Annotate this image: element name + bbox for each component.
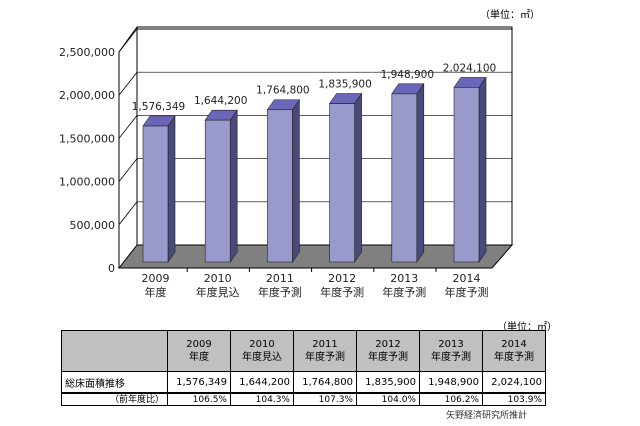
- header-cell: 2010 年度見込: [230, 330, 294, 372]
- x-tick-label: 2013: [390, 272, 418, 285]
- gridline-side: [118, 158, 138, 182]
- x-tick-label: 年度: [145, 285, 167, 299]
- y-tick-label: 0: [108, 262, 115, 275]
- y-tick-label: 2,000,000: [59, 89, 115, 102]
- bar: [329, 103, 355, 263]
- gridline-side: [118, 115, 138, 139]
- header-cell: 2014 年度予測: [482, 330, 546, 372]
- x-tick-label: 年度予測: [320, 285, 364, 299]
- y-tick-label: 1,000,000: [59, 176, 115, 189]
- source-note: 矢野経済研究所推計: [445, 411, 527, 421]
- header-empty-cell: [61, 330, 168, 372]
- bar-side: [478, 76, 487, 263]
- x-tick-label: 2011: [266, 272, 294, 285]
- table-header-row: 2009 年度 2010 年度見込 2011 年度予測 2012 年度予測 2013 年度…: [61, 330, 546, 372]
- x-tick-label: 年度予測: [382, 285, 426, 299]
- gridline-side: [118, 28, 138, 53]
- bar-side: [354, 92, 362, 263]
- table-cell: 2,024,100: [482, 371, 546, 394]
- x-tick-label: 年度見込: [196, 285, 240, 299]
- header-cell: 2012 年度予測: [356, 330, 420, 372]
- back-wall: [136, 26, 513, 246]
- bar-side: [292, 98, 300, 263]
- bar-side: [167, 115, 176, 263]
- bar: [453, 87, 480, 263]
- table-row: （前年度比） 106.5% 104.3% 107.3% 104.0% 106.2…: [61, 392, 546, 406]
- x-tick-label: 年度予測: [258, 285, 302, 299]
- data-label: 1,576,349: [132, 101, 185, 113]
- gridline-side: [118, 201, 138, 226]
- bar-side: [229, 109, 238, 263]
- table-cell: 104.3%: [230, 392, 294, 406]
- table-cell: 1,948,900: [419, 371, 483, 394]
- y-tick-label: 2,500,000: [59, 46, 115, 59]
- y-tick-label: 1,500,000: [59, 132, 115, 145]
- data-label: 1,644,200: [194, 95, 247, 107]
- x-tick-label: 年度予測: [445, 285, 489, 299]
- data-label: 2,024,100: [443, 62, 496, 74]
- table-cell: 104.0%: [356, 392, 420, 406]
- table-cell: 103.9%: [482, 392, 546, 406]
- data-label: 1,764,800: [256, 85, 309, 97]
- table-cell: 106.2%: [419, 392, 483, 406]
- bar: [267, 109, 293, 263]
- data-label: 1,835,900: [318, 79, 371, 91]
- header-cell: 2011 年度予測: [293, 330, 357, 372]
- table-row: 総床面積推移 1,576,349 1,644,200 1,764,800 1,8…: [61, 371, 546, 394]
- x-tick-label: 2010: [204, 272, 232, 285]
- floor: [117, 244, 514, 269]
- table-cell: 107.3%: [293, 392, 357, 406]
- table-unit-label: （単位：㎡）: [497, 322, 557, 333]
- x-tick-label: 2014: [453, 272, 481, 285]
- table-cell: 1,764,800: [293, 371, 357, 394]
- table-cell: 1,576,349: [167, 371, 231, 394]
- data-label: 1,948,900: [381, 69, 434, 81]
- header-cell: 2013 年度予測: [419, 330, 483, 372]
- data-table: 2009 年度 2010 年度見込 2011 年度予測 2012 年度予測 2013 年度…: [61, 330, 546, 406]
- table-cell: 1,644,200: [230, 371, 294, 394]
- x-tick-label: 2012: [328, 272, 356, 285]
- gridline-side: [118, 71, 138, 96]
- y-tick-label: 500,000: [70, 219, 116, 232]
- chart-unit-label: （単位：㎡）: [480, 10, 540, 21]
- bar: [142, 125, 169, 263]
- table-cell: 106.5%: [167, 392, 231, 406]
- table-cell: 1,835,900: [356, 371, 420, 394]
- bar-chart: 0 500,000 1,000,000 1,500,000 2,000,000 2,500…: [59, 26, 514, 299]
- row-label: （前年度比）: [61, 392, 168, 406]
- bar: [204, 119, 231, 263]
- x-tick-label: 2009: [142, 272, 170, 285]
- bar: [391, 93, 418, 263]
- row-label: 総床面積推移: [61, 371, 168, 394]
- header-cell: 2009 年度: [167, 330, 231, 372]
- bar-side: [416, 82, 425, 263]
